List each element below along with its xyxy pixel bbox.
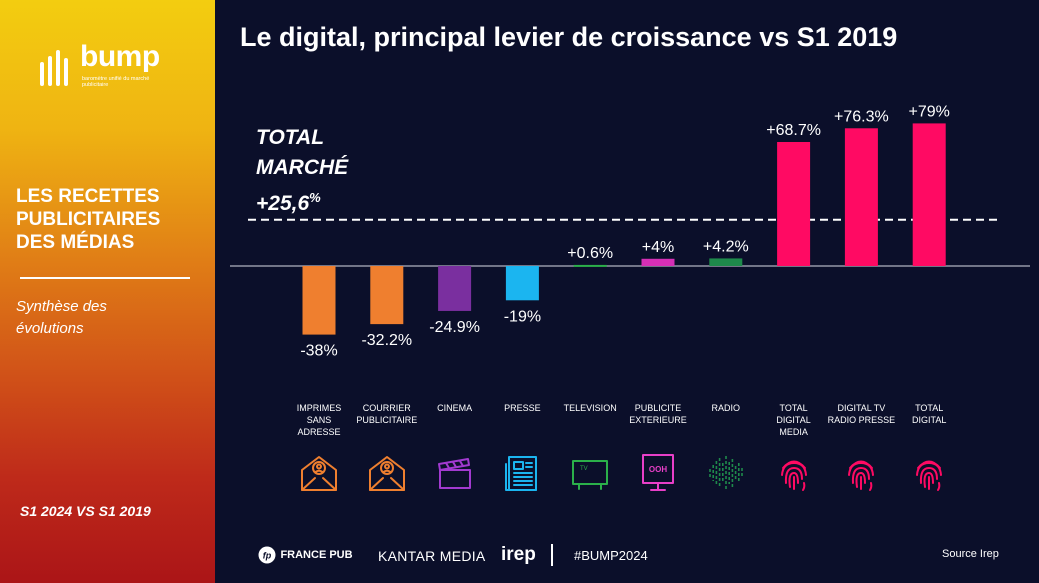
bar bbox=[641, 258, 675, 266]
category-label: RADIO bbox=[711, 403, 741, 413]
category-label: TELEVISION bbox=[563, 403, 617, 413]
bar-value-label: +4% bbox=[642, 239, 674, 256]
sidebar-divider bbox=[20, 277, 190, 279]
france-pub-logo: fp FRANCE PUB bbox=[258, 546, 353, 564]
fingerprint-icon bbox=[841, 453, 881, 493]
bar-value-label: +68.7% bbox=[766, 122, 821, 139]
bar-value-label: +79% bbox=[909, 103, 950, 120]
bar bbox=[302, 266, 336, 335]
category-label: TOTAL DIGITAL bbox=[912, 403, 947, 425]
irep-logo: irep bbox=[501, 544, 536, 565]
bar-value-label: -24.9% bbox=[429, 319, 480, 336]
billboard-ooh-icon: OOH bbox=[638, 453, 678, 493]
category-label: PUBLICITE EXTERIEURE bbox=[629, 403, 687, 425]
source-note: Source Irep bbox=[942, 548, 999, 560]
svg-text:TV: TV bbox=[580, 466, 588, 472]
envelope-person-icon bbox=[299, 453, 339, 493]
svg-text:OOH: OOH bbox=[649, 465, 667, 474]
newspaper-icon bbox=[502, 453, 542, 493]
bar bbox=[912, 123, 946, 266]
category-label: DIGITAL TV RADIO PRESSE bbox=[827, 403, 896, 425]
category-label: IMPRIMES SANS ADRESSE bbox=[296, 403, 342, 437]
svg-text:fp: fp bbox=[263, 551, 272, 561]
bar bbox=[844, 128, 878, 266]
soundwave-icon bbox=[706, 453, 746, 493]
bar bbox=[777, 141, 811, 266]
sidebar-title: LES RECETTES PUBLICITAIRES DES MÉDIAS bbox=[16, 186, 161, 253]
bar-value-label: -38% bbox=[300, 343, 337, 360]
bar-value-label: +76.3% bbox=[834, 108, 889, 125]
logo-wordmark: bump bbox=[80, 40, 160, 73]
france-pub-icon: fp bbox=[258, 546, 276, 564]
france-pub-text: FRANCE PUB bbox=[280, 549, 353, 561]
bar-value-label: +0.6% bbox=[567, 245, 613, 262]
category-label: CINEMA bbox=[437, 403, 473, 413]
footer: fp FRANCE PUB KANTAR MEDIA irep #BUMP202… bbox=[258, 544, 1018, 568]
bar bbox=[505, 266, 539, 301]
sidebar: bump baromètre unifié du marché publicit… bbox=[0, 0, 215, 583]
bump-bars-icon bbox=[40, 50, 68, 86]
total-marche-label: TOTAL MARCHÉ +25,6% bbox=[256, 123, 348, 219]
kantar-media-logo: KANTAR MEDIA bbox=[378, 548, 486, 564]
bar bbox=[370, 266, 404, 325]
category-label: COURRIER PUBLICITAIRE bbox=[356, 403, 418, 425]
tv-icon: TV bbox=[570, 453, 610, 493]
fingerprint-icon bbox=[774, 453, 814, 493]
bump-logo: bump baromètre unifié du marché publicit… bbox=[38, 40, 178, 96]
bar-value-label: -19% bbox=[504, 308, 541, 325]
envelope-person-icon bbox=[367, 453, 407, 493]
sidebar-subtitle: Synthèse des évolutions bbox=[16, 298, 107, 337]
bar bbox=[573, 264, 607, 267]
total-marche-suffix: % bbox=[309, 190, 321, 205]
category-label: TOTAL DIGITAL MEDIA bbox=[776, 403, 811, 437]
fingerprint-icon bbox=[909, 453, 949, 493]
bar bbox=[438, 266, 472, 311]
bar bbox=[709, 258, 743, 266]
hashtag: #BUMP2024 bbox=[574, 548, 648, 563]
clapperboard-icon bbox=[435, 453, 475, 493]
category-label: PRESSE bbox=[504, 403, 541, 413]
page-title: Le digital, principal levier de croissan… bbox=[240, 22, 898, 52]
total-marche-text: TOTAL MARCHÉ +25,6 bbox=[256, 126, 349, 215]
bar-value-label: -32.2% bbox=[361, 332, 412, 349]
footer-divider bbox=[551, 544, 553, 566]
bar-value-label: +4.2% bbox=[703, 238, 749, 255]
logo-subtitle: baromètre unifié du marché publicitaire bbox=[82, 76, 150, 88]
sidebar-period: S1 2024 VS S1 2019 bbox=[20, 503, 151, 519]
